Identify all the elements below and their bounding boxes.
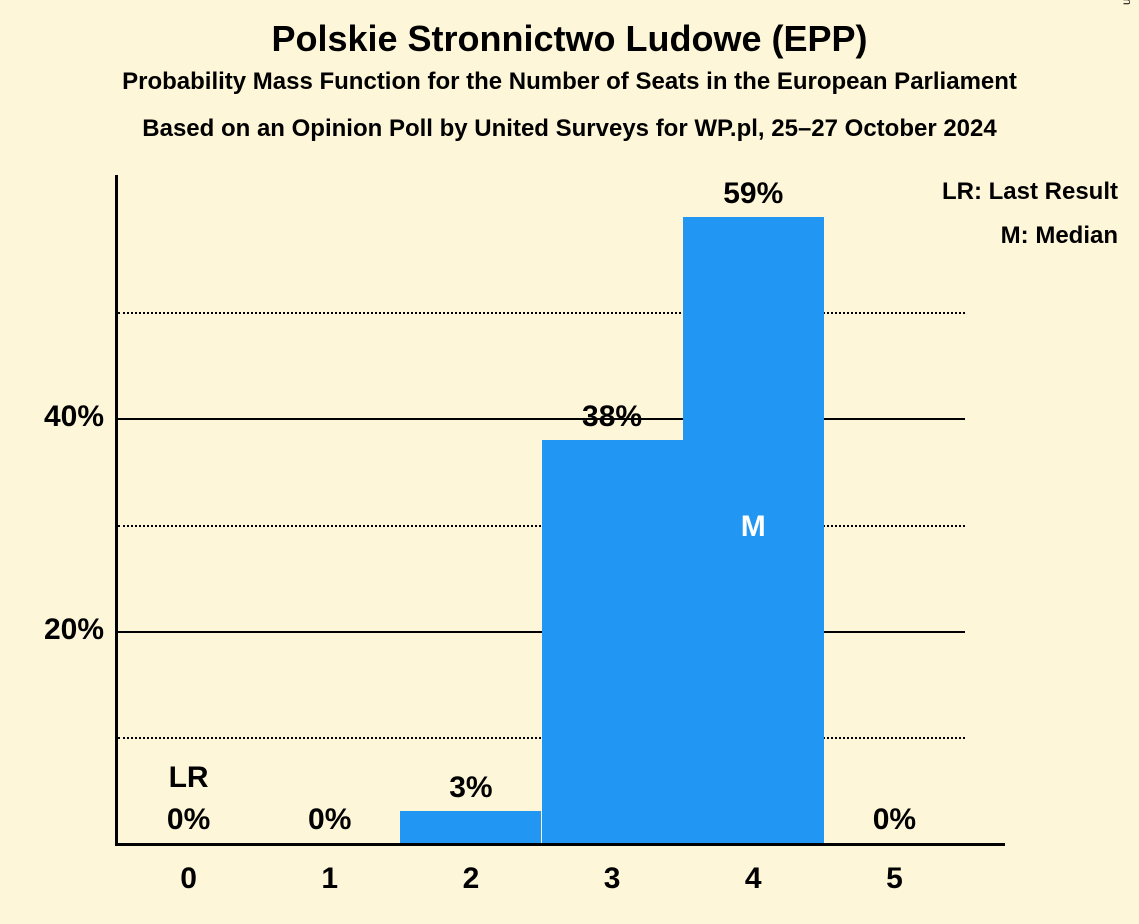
x-axis [115, 843, 1005, 846]
lr-marker: LR [118, 761, 259, 795]
bar [542, 440, 683, 843]
bar-value-label: 0% [118, 803, 259, 837]
y-axis [115, 175, 118, 846]
legend-last-result: LR: Last Result [942, 178, 1118, 206]
chart-subtitle-1: Probability Mass Function for the Number… [0, 68, 1139, 96]
median-marker: M [683, 510, 824, 544]
xtick-label: 4 [683, 862, 824, 896]
xtick-label: 1 [259, 862, 400, 896]
bar [400, 811, 541, 843]
legend-median: M: Median [1001, 222, 1118, 250]
ytick-label: 20% [44, 613, 104, 647]
bar-value-label: 3% [400, 771, 541, 805]
bar-value-label: 59% [683, 177, 824, 211]
grid-minor [118, 312, 965, 314]
xtick-label: 3 [542, 862, 683, 896]
xtick-label: 0 [118, 862, 259, 896]
chart-title: Polskie Stronnictwo Ludowe (EPP) [0, 18, 1139, 60]
copyright-text: © 2024 Filip van Laenen [1120, 0, 1134, 5]
chart-subtitle-2: Based on an Opinion Poll by United Surve… [0, 115, 1139, 143]
xtick-label: 5 [824, 862, 965, 896]
ytick-label: 40% [44, 400, 104, 434]
xtick-label: 2 [400, 862, 541, 896]
chart-canvas: Polskie Stronnictwo Ludowe (EPP) Probabil… [0, 0, 1139, 924]
bar-value-label: 0% [259, 803, 400, 837]
bar-value-label: 0% [824, 803, 965, 837]
bar-value-label: 38% [542, 400, 683, 434]
